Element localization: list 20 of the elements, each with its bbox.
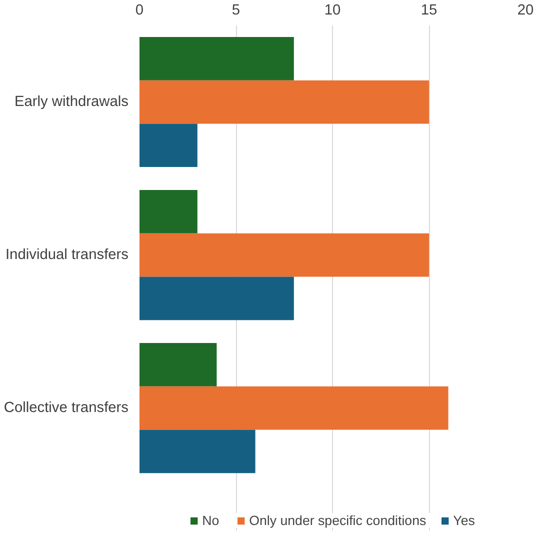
bar [140,36,294,80]
y-tick-label: Individual transfers [5,247,129,264]
bar [140,124,198,168]
x-tick-label: 5 [232,2,240,18]
x-tick-label: 0 [135,2,144,18]
bar [140,80,429,124]
x-tick-label: 10 [324,2,341,18]
bar [140,190,198,234]
legend-label: Only under specific conditions [249,513,426,528]
y-tick-label: Early withdrawals [14,94,128,110]
bar [140,430,256,474]
legend-label: Yes [453,513,475,528]
bar [140,233,429,277]
y-tick-label: Collective transfers [4,400,129,416]
bar [140,343,217,386]
legend-label: No [202,513,220,528]
bar [140,386,448,430]
x-tick-label: 20 [517,2,534,18]
x-tick-label: 15 [420,2,438,18]
bar [140,276,294,320]
